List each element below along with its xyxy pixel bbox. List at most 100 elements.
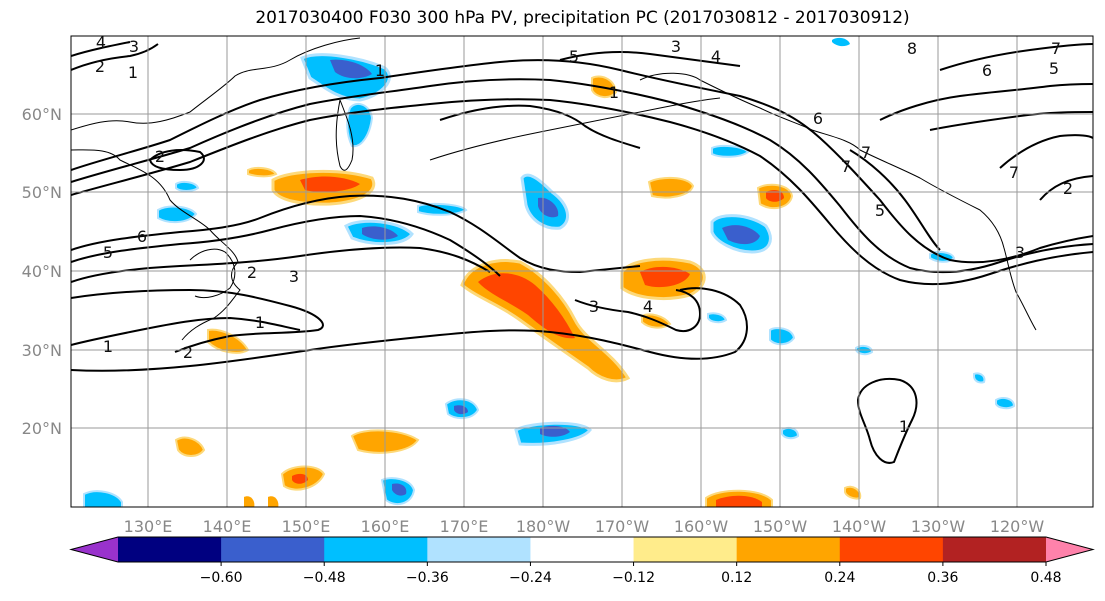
pv-contour-closed: [856, 378, 918, 464]
lat-label: 40°N: [22, 262, 62, 281]
pv-contour: [939, 43, 1093, 71]
lon-label: 150°W: [753, 517, 808, 536]
pv-contour-label: 3: [589, 297, 599, 316]
pv-contour-label: 2: [95, 57, 105, 76]
graticule: [71, 36, 1093, 507]
pv-contour: [71, 59, 1093, 264]
colorbar-tick-label: −0.36: [406, 570, 449, 586]
precip-positive-core: [300, 176, 360, 192]
precip-negative-patch: [175, 180, 200, 192]
map-title: 2017030400 F030 300 hPa PV, precipitatio…: [255, 8, 910, 28]
pv-contour-label: 5: [875, 201, 885, 220]
lon-label: 140°E: [203, 517, 252, 536]
pv-contour-label: 4: [96, 33, 106, 52]
lon-label: 120°W: [990, 517, 1045, 536]
colorbar-tick-label: 0.48: [1030, 570, 1061, 586]
pv-contour: [879, 83, 1093, 121]
precip-negative-patch: [832, 37, 850, 47]
pv-contour: [71, 98, 1093, 286]
lon-label: 160°W: [674, 517, 729, 536]
precip-negative-patch: [711, 144, 750, 158]
colorbar-swatch: [427, 537, 531, 562]
pv-contour: [929, 111, 1093, 131]
pv-contour-label: 5: [1049, 59, 1059, 78]
colorbar-outline: [69, 536, 1095, 563]
japan-coastline: [189, 248, 236, 299]
pv-contour-label: 1: [128, 63, 138, 82]
lon-label: 160°E: [361, 517, 410, 536]
alaska-coastline: [639, 72, 861, 151]
pv-contour-label: 3: [289, 267, 299, 286]
pv-contour-label: 8: [907, 39, 917, 58]
colorbar-swatch: [942, 537, 1047, 562]
precip-negative-patch: [973, 372, 986, 384]
pv-contour: [71, 214, 501, 277]
pv-contour-label: 6: [137, 227, 147, 246]
pv-contour-label: 1: [255, 313, 265, 332]
precip-negative-patch: [707, 312, 728, 324]
precip-negative-patch: [781, 427, 800, 440]
precip-negative-core: [362, 226, 398, 240]
pv-contour: [849, 149, 941, 251]
pv-contour-label: 5: [569, 47, 579, 66]
lat-label: 20°N: [22, 419, 62, 438]
lon-label: 180°W: [516, 517, 571, 536]
colorbar: −0.60 −0.48 −0.36 −0.24 −0.12 0.12 0.24 0.36 0.4…: [69, 536, 1095, 586]
precip-positive-patch: [244, 496, 255, 507]
pv-contour-label: 4: [643, 297, 653, 316]
lon-label: 130°W: [911, 517, 966, 536]
pv-contour-label: 2: [247, 263, 257, 282]
precip-negative-patch: [83, 490, 123, 507]
pv-contour: [71, 43, 159, 71]
pv-contour: [559, 51, 741, 67]
pv-contour-label: 5: [103, 243, 113, 262]
pv-contour-label: 7: [1051, 39, 1061, 58]
precip-positive-patch: [647, 176, 695, 199]
pv-contour: [71, 287, 748, 372]
colorbar-swatch: [839, 537, 944, 562]
asia-coastline: [71, 37, 361, 131]
pv-contour-label: 1: [899, 417, 909, 436]
pv-contour-label: 7: [861, 143, 871, 162]
pv-contour: [71, 246, 491, 283]
precip-negative-core: [330, 59, 372, 79]
pv-contour-label: 7: [841, 157, 851, 176]
precip-negative-patch: [300, 53, 391, 102]
pv-contour-label: 7: [1009, 163, 1019, 182]
lon-label: 140°W: [832, 517, 887, 536]
colorbar-tick-label: 0.24: [824, 570, 855, 586]
precip-negative-patch: [769, 327, 796, 346]
colorbar-tick-label: −0.24: [509, 570, 552, 586]
pv-contour: [148, 149, 205, 172]
pv-contour-label: 3: [671, 37, 681, 56]
pv-contour-label: 1: [375, 61, 385, 80]
colorbar-swatch: [221, 537, 325, 562]
precip-positive-patch: [174, 436, 206, 457]
pv-contour-label: 6: [813, 109, 823, 128]
pv-contour-label: 6: [982, 61, 992, 80]
pv-contour: [574, 289, 702, 332]
colorbar-swatch: [324, 537, 428, 562]
pv-contour: [71, 316, 301, 346]
precip-negative-patch: [157, 205, 198, 224]
pv-contour: [1039, 175, 1093, 201]
lon-label: 130°E: [124, 517, 173, 536]
colorbar-tick-label: −0.60: [200, 570, 243, 586]
colorbar-tick-label: −0.48: [303, 570, 346, 586]
lon-label: 150°E: [282, 517, 331, 536]
pv-contour-label: 2: [1063, 179, 1073, 198]
colorbar-tick-label: −0.12: [612, 570, 655, 586]
pv-contours: [71, 41, 1093, 464]
precip-positive-core: [292, 473, 308, 484]
latitude-labels: 60°N 50°N 40°N 30°N 20°N: [22, 105, 62, 438]
pv-contour: [71, 288, 324, 353]
pv-contour: [71, 41, 131, 57]
precip-positive-patch: [844, 485, 862, 500]
precip-negative-core: [540, 425, 570, 437]
kamchatka-coastline: [335, 99, 354, 171]
precip-positive-patch: [207, 328, 250, 354]
pv-contour: [439, 104, 641, 149]
lon-label: 170°E: [440, 517, 489, 536]
precip-positive-patch: [247, 166, 278, 178]
